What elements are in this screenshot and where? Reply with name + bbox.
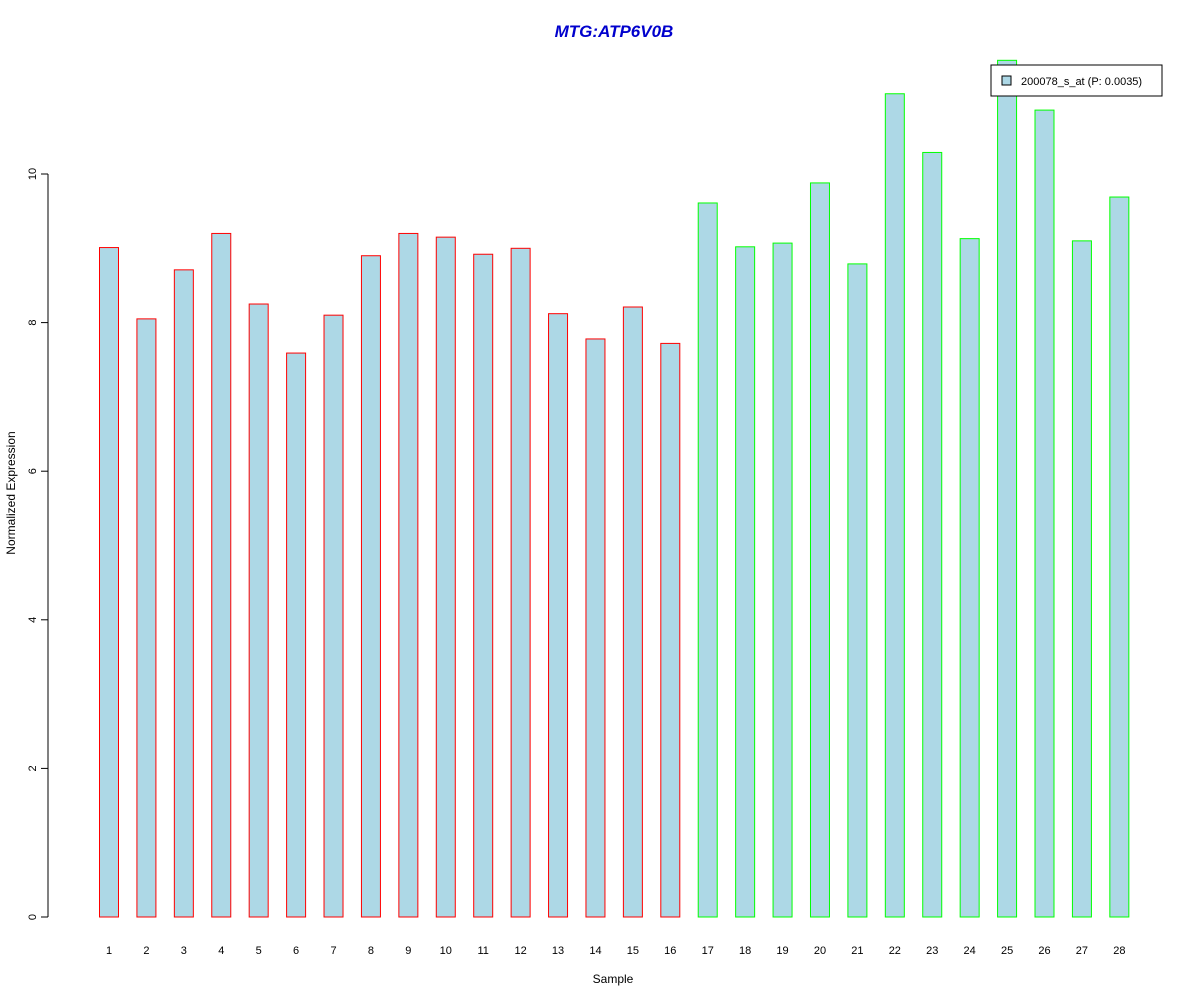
bar — [360, 255, 381, 918]
bar — [136, 318, 157, 918]
bar — [248, 303, 269, 918]
bar — [1034, 109, 1055, 918]
x-tick-label: 23 — [926, 945, 938, 957]
bars — [99, 59, 1130, 918]
x-axis-label: Sample — [593, 972, 634, 986]
bar — [510, 247, 531, 918]
legend-swatch — [1001, 75, 1012, 86]
x-tick-label: 4 — [218, 945, 224, 957]
y-tick-label: 6 — [27, 468, 39, 474]
bar — [548, 313, 569, 918]
bar — [99, 247, 119, 918]
bar — [173, 269, 194, 918]
y-tick-label: 0 — [27, 914, 39, 920]
x-tick-label: 14 — [589, 945, 601, 957]
x-tick-label: 21 — [851, 945, 863, 957]
bar — [585, 338, 606, 918]
bar — [660, 342, 681, 918]
bar — [884, 93, 905, 918]
x-tick-label: 25 — [1001, 945, 1013, 957]
legend-box — [990, 64, 1163, 97]
x-tick-label: 22 — [889, 945, 901, 957]
bar — [398, 232, 419, 918]
x-tick-label: 15 — [627, 945, 639, 957]
bar — [697, 202, 718, 918]
y-tick-label: 8 — [27, 320, 39, 326]
x-tick-label: 12 — [514, 945, 526, 957]
x-tick-label: 19 — [776, 945, 788, 957]
bar — [809, 182, 830, 918]
x-tick-label: 26 — [1038, 945, 1050, 957]
x-tick-label: 11 — [477, 945, 488, 957]
bar — [1071, 240, 1092, 918]
x-tick-label: 2 — [143, 945, 149, 957]
x-tick-label: 10 — [440, 945, 452, 957]
legend-label: 200078_s_at (P: 0.0035) — [1021, 76, 1142, 88]
bar — [1109, 196, 1130, 918]
bar — [735, 246, 756, 918]
bar — [473, 253, 494, 918]
bar — [997, 59, 1018, 918]
y-axis-label: Normalized Expression — [4, 431, 18, 554]
x-tick-label: 27 — [1076, 945, 1088, 957]
x-tick-label: 28 — [1113, 945, 1125, 957]
legend: 200078_s_at (P: 0.0035) — [990, 64, 1163, 97]
bar — [323, 314, 344, 918]
x-tick-label: 8 — [368, 945, 374, 957]
y-tick-label: 2 — [27, 765, 39, 771]
y-axis: 0 2 4 6 8 10 — [27, 168, 49, 920]
bar — [435, 236, 456, 918]
x-tick-label: 18 — [739, 945, 751, 957]
bar — [959, 238, 980, 918]
x-tick-label: 16 — [664, 945, 676, 957]
chart-title: MTG:ATP6V0B — [555, 22, 674, 41]
x-tick-label: 6 — [293, 945, 299, 957]
x-tick-label: 24 — [964, 945, 976, 957]
x-tick-label: 17 — [702, 945, 714, 957]
bar — [772, 242, 793, 918]
bar — [922, 151, 943, 918]
x-tick-label: 9 — [405, 945, 411, 957]
x-axis-ticks: 1 2 3 4 5 6 7 8 9 10 11 12 13 14 15 16 17 18 19 20 21 22 23 24 2… — [106, 945, 1126, 957]
x-tick-label: 7 — [330, 945, 336, 957]
y-tick-label: 4 — [27, 617, 39, 623]
bar — [847, 263, 868, 918]
bar — [622, 306, 643, 918]
x-tick-label: 1 — [106, 945, 112, 957]
x-tick-label: 20 — [814, 945, 826, 957]
y-tick-label: 10 — [27, 168, 39, 180]
bar — [286, 352, 307, 918]
x-tick-label: 3 — [181, 945, 187, 957]
bar — [211, 232, 232, 918]
x-tick-label: 5 — [256, 945, 262, 957]
x-tick-label: 13 — [552, 945, 564, 957]
